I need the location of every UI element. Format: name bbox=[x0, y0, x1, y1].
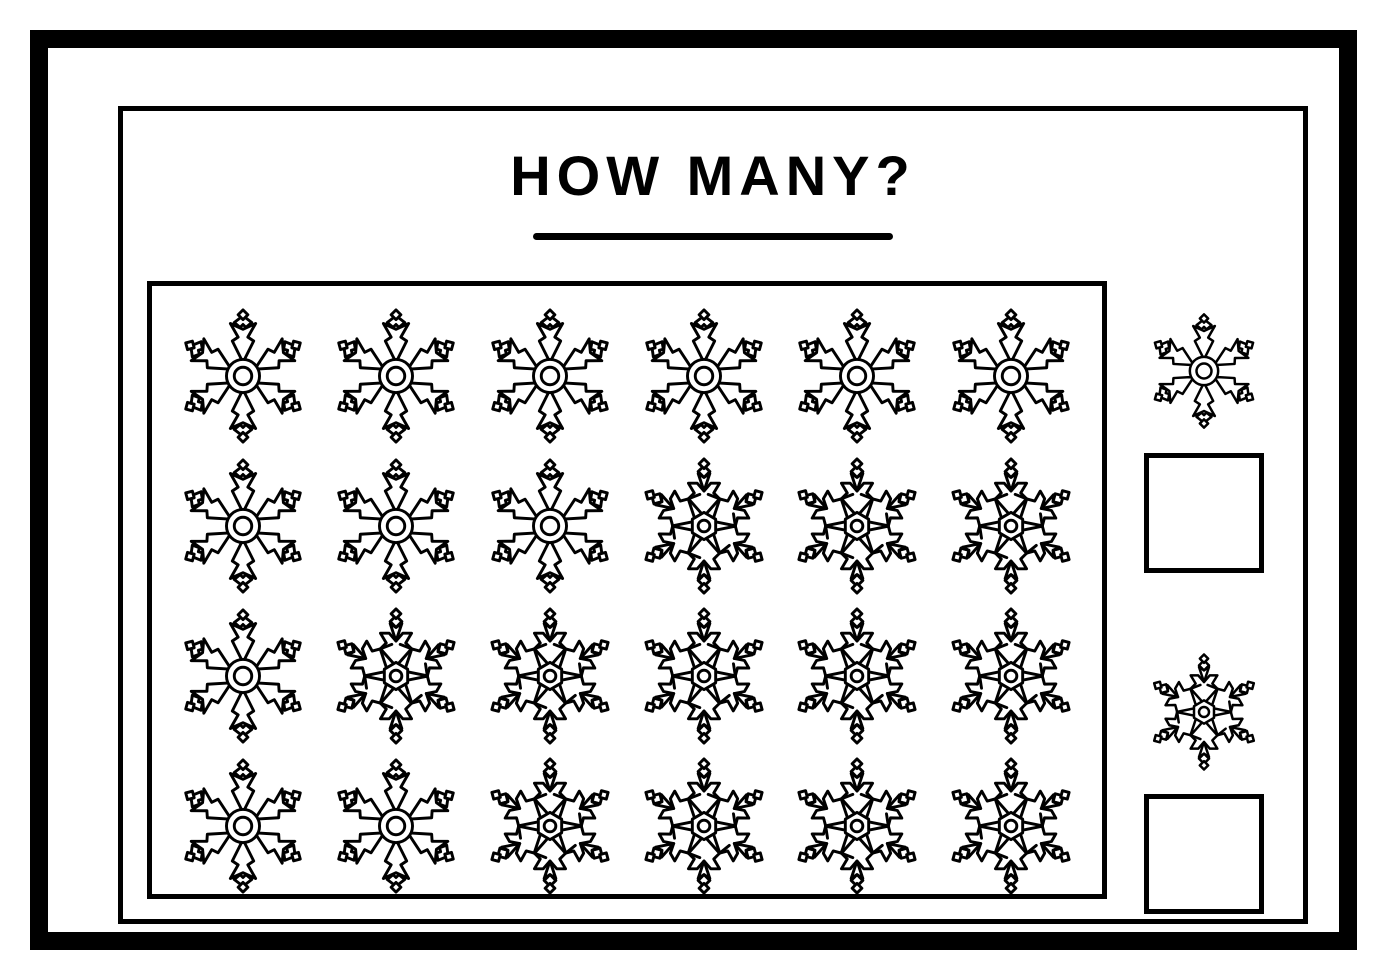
answer-sample bbox=[1144, 311, 1264, 431]
grid-cell bbox=[173, 456, 313, 596]
snowflake-a-icon bbox=[173, 756, 313, 896]
grid-cell bbox=[634, 306, 774, 446]
answer-box[interactable] bbox=[1144, 453, 1264, 573]
grid-cell bbox=[480, 306, 620, 446]
grid-cell bbox=[634, 606, 774, 746]
grid-cell bbox=[941, 306, 1081, 446]
grid-cell bbox=[634, 756, 774, 896]
grid-cell bbox=[941, 606, 1081, 746]
grid-cell bbox=[480, 606, 620, 746]
snowflake-a-icon bbox=[173, 606, 313, 746]
snowflake-b-icon bbox=[787, 456, 927, 596]
grid-cell bbox=[326, 606, 466, 746]
snowflake-b-icon bbox=[480, 606, 620, 746]
grid-cell bbox=[634, 456, 774, 596]
snowflake-b-icon bbox=[634, 756, 774, 896]
title-underline bbox=[533, 233, 893, 240]
snowflake-a-icon bbox=[326, 306, 466, 446]
snowflake-a-icon bbox=[787, 306, 927, 446]
answer-sample bbox=[1144, 652, 1264, 772]
snowflake-b-icon bbox=[1144, 652, 1264, 772]
snowflake-a-icon bbox=[326, 456, 466, 596]
grid-cell bbox=[480, 756, 620, 896]
snowflake-a-icon bbox=[1144, 311, 1264, 431]
grid-cell bbox=[326, 756, 466, 896]
snowflake-b-icon bbox=[787, 756, 927, 896]
snowflake-a-icon bbox=[173, 456, 313, 596]
answer-box[interactable] bbox=[1144, 794, 1264, 914]
snowflake-b-icon bbox=[941, 606, 1081, 746]
grid-cell bbox=[787, 756, 927, 896]
snowflake-a-icon bbox=[941, 306, 1081, 446]
snowflake-b-icon bbox=[634, 606, 774, 746]
grid-cell bbox=[941, 756, 1081, 896]
inner-frame: HOW MANY? bbox=[118, 106, 1308, 924]
answer-column bbox=[1129, 311, 1279, 914]
snowflake-b-icon bbox=[941, 456, 1081, 596]
grid-cell bbox=[173, 306, 313, 446]
grid-cell bbox=[326, 306, 466, 446]
snowflake-b-icon bbox=[634, 456, 774, 596]
snowflake-b-icon bbox=[326, 606, 466, 746]
grid-cell bbox=[787, 456, 927, 596]
grid-cell bbox=[173, 606, 313, 746]
snowflake-a-icon bbox=[326, 756, 466, 896]
page-title: HOW MANY? bbox=[123, 143, 1303, 208]
grid-cell bbox=[787, 606, 927, 746]
snowflake-a-icon bbox=[480, 306, 620, 446]
snowflake-a-icon bbox=[634, 306, 774, 446]
snowflake-b-icon bbox=[941, 756, 1081, 896]
grid-cell bbox=[480, 456, 620, 596]
outer-frame: HOW MANY? bbox=[30, 30, 1357, 950]
snowflake-b-icon bbox=[480, 756, 620, 896]
grid-cell bbox=[787, 306, 927, 446]
snowflake-a-icon bbox=[173, 306, 313, 446]
snowflake-b-icon bbox=[787, 606, 927, 746]
grid-cell bbox=[941, 456, 1081, 596]
snowflake-a-icon bbox=[480, 456, 620, 596]
grid-cell bbox=[173, 756, 313, 896]
counting-grid bbox=[147, 281, 1107, 899]
grid-cell bbox=[326, 456, 466, 596]
